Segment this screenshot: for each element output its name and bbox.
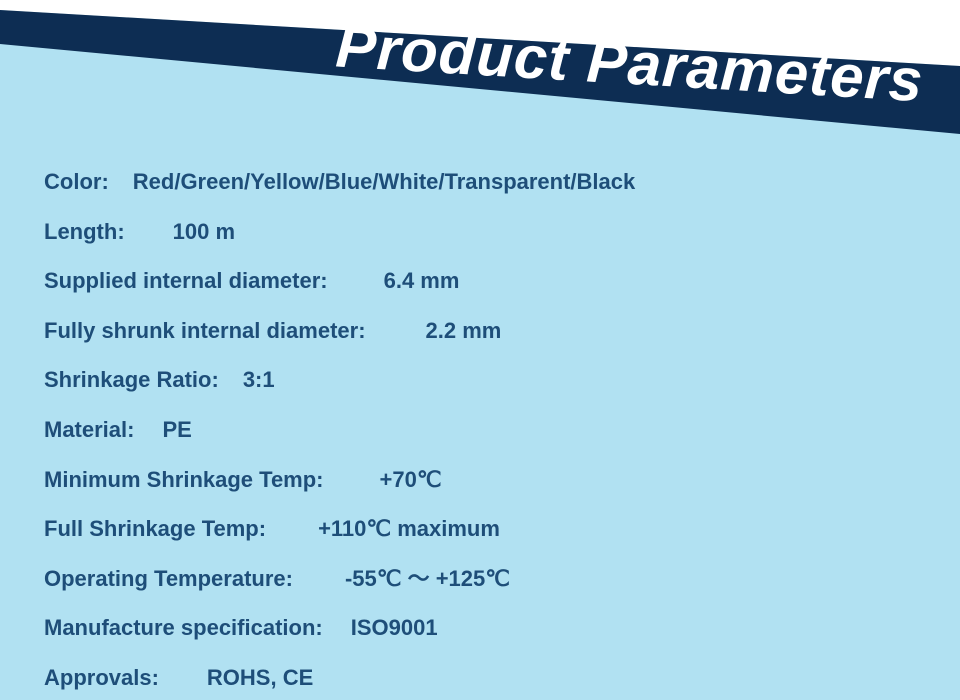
param-label: Minimum Shrinkage Temp:	[44, 467, 324, 492]
param-row: Length: 100 m	[44, 218, 916, 247]
param-value: 2.2 mm	[426, 318, 502, 343]
param-row: Minimum Shrinkage Temp: +70℃	[44, 466, 916, 495]
param-row: Fully shrunk internal diameter: 2.2 mm	[44, 317, 916, 346]
param-label: Shrinkage Ratio:	[44, 367, 219, 392]
param-row: Approvals: ROHS, CE	[44, 664, 916, 693]
param-row: Color: Red/Green/Yellow/Blue/White/Transp…	[44, 168, 916, 197]
param-label: Operating Temperature:	[44, 566, 293, 591]
param-value: +110℃ maximum	[318, 516, 500, 541]
param-value: 3:1	[243, 367, 275, 392]
param-row: Manufacture specification: ISO9001	[44, 614, 916, 643]
page: Product Parameters Color:Red/Green/Yello…	[0, 0, 960, 700]
param-row: Supplied internal diameter: 6.4 mm	[44, 267, 916, 296]
param-row: Shrinkage Ratio: 3:1	[44, 366, 916, 395]
param-value: ISO9001	[351, 615, 438, 640]
param-row: Full Shrinkage Temp: +110℃ maximum	[44, 515, 916, 544]
param-value: 100 m	[173, 219, 235, 244]
param-label: Manufacture specification:	[44, 615, 323, 640]
parameters-list: Color: Red/Green/Yellow/Blue/White/Transp…	[44, 168, 916, 700]
param-value: 6.4 mm	[384, 268, 460, 293]
param-value: +70℃	[380, 467, 442, 492]
param-label: Supplied internal diameter:	[44, 268, 328, 293]
param-label: Material:	[44, 417, 134, 442]
param-value: PE	[162, 417, 191, 442]
param-value: ROHS, CE	[207, 665, 313, 690]
param-value: -55℃ ～ +125℃	[345, 566, 510, 591]
param-label: Fully shrunk internal diameter:	[44, 318, 366, 343]
param-row: Material: PE	[44, 416, 916, 445]
param-value: Red/Green/Yellow/Blue/White/Transparent/…	[133, 169, 635, 194]
param-label: Approvals:	[44, 665, 159, 690]
param-label: Length:	[44, 219, 125, 244]
param-label: Full Shrinkage Temp:	[44, 516, 266, 541]
param-row: Operating Temperature: -55℃ ～ +125℃	[44, 565, 916, 594]
param-label: Color:	[44, 169, 109, 194]
